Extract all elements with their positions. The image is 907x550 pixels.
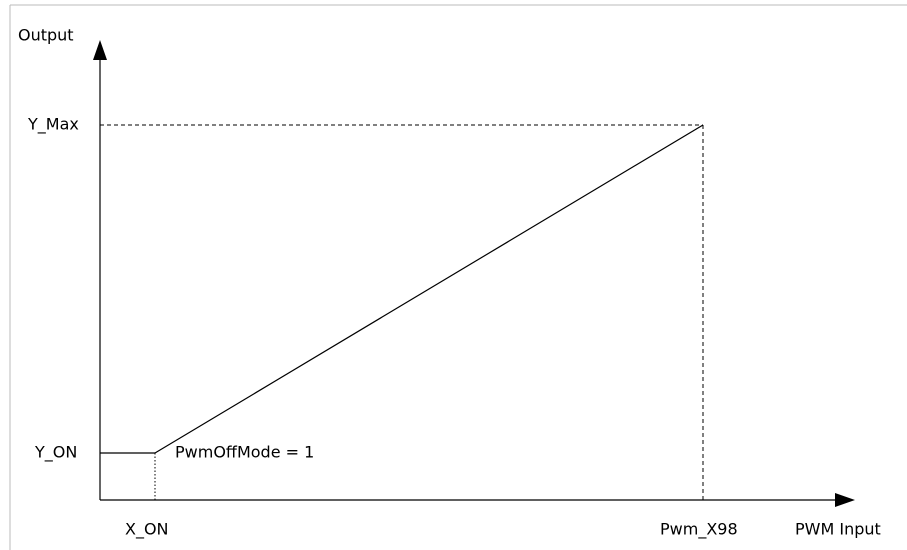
x-axis-label: PWM Input (795, 520, 881, 539)
y-axis-label: Output (18, 26, 74, 45)
y-max-label: Y_Max (27, 115, 79, 135)
y-on-label: Y_ON (34, 443, 77, 463)
annotation: PwmOffMode = 1 (175, 443, 314, 462)
x-axis-arrow (835, 493, 855, 507)
x-max-label: Pwm_X98 (660, 520, 738, 540)
y-axis-arrow (93, 40, 107, 60)
x-on-label: X_ON (125, 520, 169, 540)
ramp-segment (154, 124, 704, 454)
